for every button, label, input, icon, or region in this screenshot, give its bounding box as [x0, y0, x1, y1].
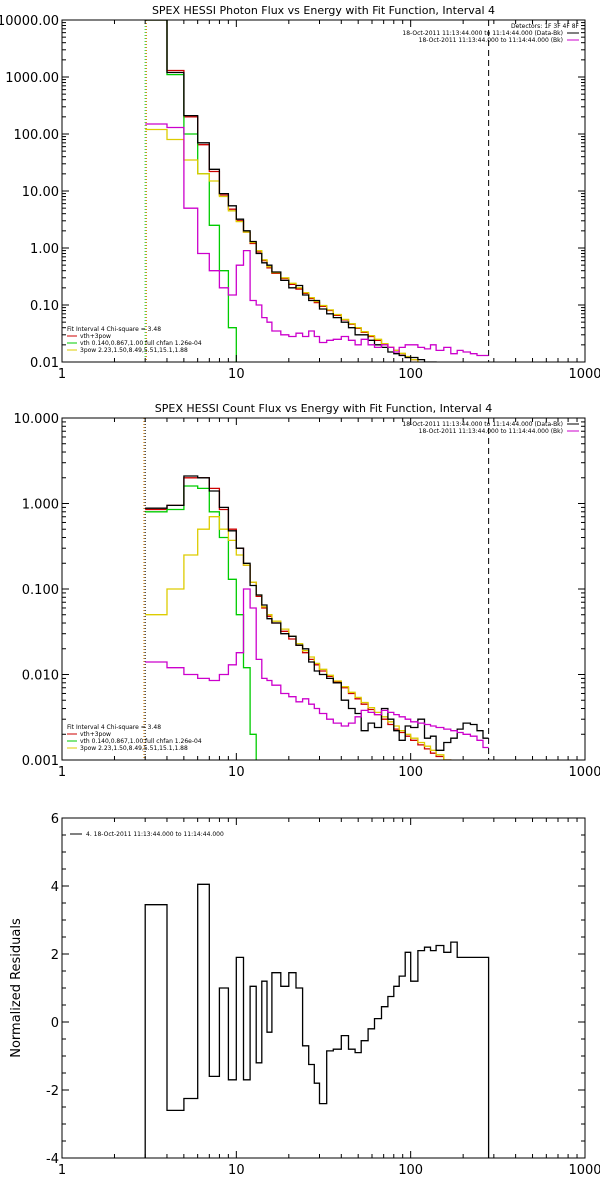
plot-frame	[61, 19, 586, 363]
series-line-1	[145, 20, 426, 362]
series-line-4	[145, 20, 445, 362]
bottom-legend: Fit Interval 4 Chi-square = 3.48vth+3pow…	[67, 724, 202, 752]
series-line-3	[145, 516, 452, 760]
legend-entry: vth 0.140,0.867,1.00 full chfan 1.26e-04	[80, 340, 202, 347]
x-tick-label: 10	[228, 1163, 245, 1178]
plot-frame	[61, 817, 586, 1159]
legend-title: Fit Interval 4 Chi-square = 3.48	[67, 724, 161, 731]
legend-entry: vth+3pow	[80, 731, 111, 738]
x-tick-label: 100	[398, 1163, 423, 1178]
legend-entry: 3pow 2.23,1.50,8.49,5.51,15.1,1.88	[80, 347, 188, 354]
chart-panel-1: SPEX HESSI Photon Flux vs Energy with Fi…	[0, 4, 600, 382]
y-tick-label: 6	[51, 812, 59, 827]
series-line-2	[145, 20, 237, 362]
series-group	[145, 475, 489, 760]
series-line-1	[144, 883, 490, 1158]
y-tick-label: 0.01	[30, 356, 59, 371]
y-axis: 0.01 0.10 1.00 10.00 100.00 1000.00 10000.00	[0, 14, 585, 371]
y-tick-label: -2	[46, 1084, 59, 1099]
x-tick-label: 1000	[568, 765, 600, 780]
series-line-5	[145, 123, 489, 357]
legend-entry: 3pow 2.23,1.50,8.49,5.51,15.1,1.88	[80, 745, 188, 752]
legend-title: Fit Interval 4 Chi-square = 3.48	[67, 326, 161, 333]
chart-title: SPEX HESSI Count Flux vs Energy with Fit…	[155, 402, 492, 415]
y-tick-label: 1000.00	[5, 71, 59, 86]
top-legend: 18-Oct-2011 11:13:44.000 to 11:14:44.000…	[402, 421, 579, 435]
y-tick-label: 10000.00	[0, 14, 59, 29]
legend-title: Detectors: 1F 3F 4F 8F	[511, 23, 580, 30]
y-tick-label: 0.10	[30, 299, 59, 314]
y-tick-label: 1.000	[22, 498, 59, 513]
series-line-4	[145, 475, 489, 751]
x-tick-label: 10	[228, 367, 245, 382]
legend-entry: 18-Oct-2011 11:13:44.000 to 11:14:44.000…	[402, 421, 563, 428]
x-tick-label: 1000	[568, 1163, 600, 1178]
legend-entry: 4. 18-Oct-2011 11:13:44.000 to 11:14:44.…	[86, 831, 224, 838]
bottom-legend: Fit Interval 4 Chi-square = 3.48vth+3pow…	[67, 326, 202, 354]
x-tick-label: 10	[228, 765, 245, 780]
series-group	[145, 20, 489, 362]
y-tick-label: 0.100	[22, 583, 59, 598]
x-tick-label: 1000	[568, 367, 600, 382]
y-tick-label: 0	[51, 1016, 59, 1031]
y-tick-label: -4	[46, 1152, 59, 1167]
series-group	[144, 883, 490, 1158]
y-axis: -4 -2 0 2 4 6	[46, 812, 585, 1167]
legend-entry: vth+3pow	[80, 333, 111, 340]
y-tick-label: 0.001	[22, 754, 59, 769]
x-tick-label: 100	[398, 765, 423, 780]
chart-panel-2: SPEX HESSI Count Flux vs Energy with Fit…	[14, 402, 600, 780]
y-tick-label: 10.000	[14, 412, 60, 427]
y-tick-label: 10.00	[22, 185, 59, 200]
plot-frame	[61, 417, 586, 761]
x-axis: 1 10 100 1000	[58, 818, 600, 1178]
x-tick-label: 1	[58, 765, 66, 780]
y-axis: 0.001 0.010 0.100 1.000 10.000	[14, 412, 585, 769]
y-tick-label: 2	[51, 948, 59, 963]
x-axis: 1 10 100 1000	[58, 418, 600, 780]
y-tick-label: 100.00	[14, 128, 60, 143]
x-axis: 1 10 100 1000	[58, 20, 600, 382]
x-tick-label: 1	[58, 367, 66, 382]
legend-entry: 18-Oct-2011 11:13:44.000 to 11:14:44.000…	[419, 37, 563, 44]
chart-panel-3: 1 10 100 1000 -4 -2 0 2 4 6 Normalized Residuals 4.…	[9, 812, 600, 1178]
x-tick-label: 1	[58, 1163, 66, 1178]
y-tick-label: 1.00	[30, 242, 59, 257]
x-tick-label: 100	[398, 367, 423, 382]
series-line-5	[145, 588, 489, 749]
y-tick-label: 4	[51, 880, 59, 895]
y-axis-label: Normalized Residuals	[9, 918, 24, 1058]
legend-entry: 18-Oct-2011 11:13:44.000 to 11:14:44.000…	[419, 428, 563, 435]
chart-title: SPEX HESSI Photon Flux vs Energy with Fi…	[152, 4, 495, 17]
legend-entry: vth 0.140,0.867,1.00 full chfan 1.26e-04	[80, 738, 202, 745]
top-legend: 4. 18-Oct-2011 11:13:44.000 to 11:14:44.…	[70, 831, 224, 838]
series-line-1	[145, 477, 452, 760]
y-tick-label: 0.010	[22, 669, 59, 684]
legend-entry: 18-Oct-2011 11:13:44.000 to 11:14:44.000…	[402, 30, 563, 37]
series-line-3	[145, 128, 426, 362]
series-line-2	[145, 485, 257, 760]
